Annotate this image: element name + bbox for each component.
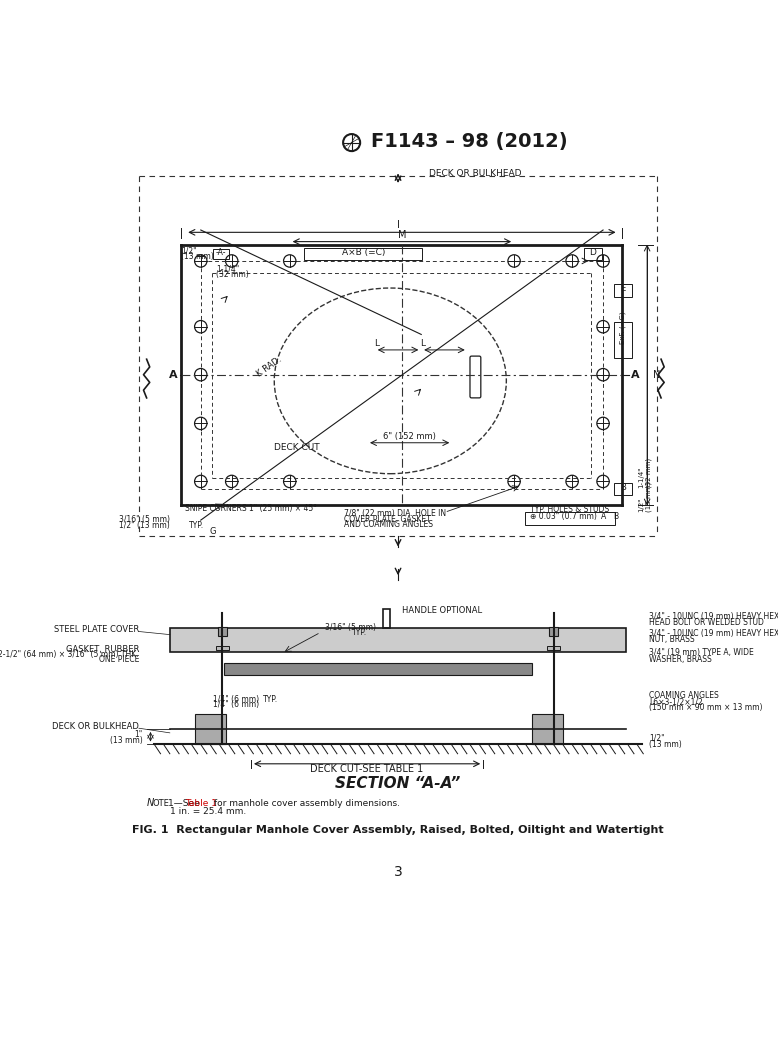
Text: 1/4" (6 mm): 1/4" (6 mm) [212,695,259,704]
Text: M: M [398,230,406,239]
Text: 1/4" (6 mm): 1/4" (6 mm) [212,701,259,709]
Text: B: B [613,512,618,522]
Text: COVER PLATE, GASKET: COVER PLATE, GASKET [344,514,431,524]
Text: 1-1/4": 1-1/4" [638,466,644,488]
Text: (13 mm): (13 mm) [181,252,214,261]
Text: A: A [601,512,606,522]
Text: ExF. (=G): ExF. (=G) [620,311,626,344]
Text: GASKET, RUBBER: GASKET, RUBBER [65,644,139,654]
Text: N: N [654,370,661,380]
Text: TYP.: TYP. [352,628,366,637]
Text: 3/16" (5 mm): 3/16" (5 mm) [324,623,376,632]
Text: 3/16" (5 mm): 3/16" (5 mm) [119,514,170,524]
Text: B: B [620,483,626,492]
Text: G: G [209,527,216,536]
Text: TYP.: TYP. [263,695,278,704]
Text: SECTION “A-A”: SECTION “A-A” [335,776,461,791]
Text: DECK CUT: DECK CUT [275,443,320,453]
Text: D: D [590,248,597,257]
Bar [216,646,229,650]
Text: FIG. 1  Rectangular Manhole Cover Assembly, Raised, Bolted, Oiltight and Waterti: FIG. 1 Rectangular Manhole Cover Assembl… [132,824,664,835]
Text: 1-1/4": 1-1/4" [216,264,240,273]
Bar [194,713,226,744]
Text: (32 mm): (32 mm) [646,458,652,488]
Text: (13 mm): (13 mm) [650,740,682,748]
Text: NUT, BRASS: NUT, BRASS [650,635,695,644]
Text: ⊕ 0.03" (0.7 mm): ⊕ 0.03" (0.7 mm) [530,512,597,522]
Text: Table 1: Table 1 [185,799,217,809]
Text: I: I [397,221,399,230]
Text: A: A [630,370,639,380]
Text: N: N [146,798,154,809]
Text: F1143 – 98 (2012): F1143 – 98 (2012) [371,131,568,151]
Text: 3/4" - 10UNC (19 mm) HEAVY HEX: 3/4" - 10UNC (19 mm) HEAVY HEX [650,612,778,621]
Text: TYP. HOLES & STUDS: TYP. HOLES & STUDS [530,505,608,514]
Text: 3/4" (19 mm) TYPE A, WIDE: 3/4" (19 mm) TYPE A, WIDE [650,649,754,658]
Text: 1 in. = 25.4 mm.: 1 in. = 25.4 mm. [146,807,246,816]
Text: E: E [621,284,626,294]
Text: HEAD BOLT OR WELDED STUD: HEAD BOLT OR WELDED STUD [650,618,764,628]
Bar [549,627,558,636]
Text: (13 mm): (13 mm) [110,736,142,745]
Bar [532,713,562,744]
Text: DECK OR BULKHEAD: DECK OR BULKHEAD [429,169,521,178]
Bar [224,663,532,675]
Text: 1": 1" [135,730,142,739]
Text: A×B (=C): A×B (=C) [342,248,385,257]
Text: OTE: OTE [152,799,169,809]
Text: 2-1/2" (64 mm) × 3/16" (5 mm) THK.: 2-1/2" (64 mm) × 3/16" (5 mm) THK. [0,650,139,659]
Text: WASHER, BRASS: WASHER, BRASS [650,655,712,664]
Text: 6" (152 mm): 6" (152 mm) [384,432,436,441]
Text: (32 mm): (32 mm) [216,271,249,279]
Text: 1/2": 1/2" [650,734,665,742]
Text: (13 mm): (13 mm) [646,482,652,512]
Text: L: L [420,339,426,348]
Bar [548,646,559,650]
Text: 3/4" - 10UNC (19 mm) HEAVY HEX: 3/4" - 10UNC (19 mm) HEAVY HEX [650,629,778,638]
Text: K RAD.: K RAD. [255,355,283,379]
Text: 1/2": 1/2" [638,498,644,512]
Text: 1/2": 1/2" [181,247,197,255]
Text: (150 mm × 90 mm × 13 mm): (150 mm × 90 mm × 13 mm) [650,704,763,712]
Text: COAMING ANGLES: COAMING ANGLES [650,691,719,700]
Text: L6×3-1/2×1/2: L6×3-1/2×1/2 [650,697,703,706]
Text: 1/2" (13 mm): 1/2" (13 mm) [119,520,170,530]
Text: SNIPE CORNERS 1" (25 mm) × 45°: SNIPE CORNERS 1" (25 mm) × 45° [185,504,317,513]
Text: A: A [170,370,178,380]
Bar [383,609,391,629]
Text: AND COAMING ANGLES: AND COAMING ANGLES [344,520,433,529]
Text: DECK CUT-SEE TABLE 1: DECK CUT-SEE TABLE 1 [310,763,424,773]
Bar [170,629,626,652]
Text: STEEL PLATE COVER: STEEL PLATE COVER [54,626,139,634]
Text: TYP.: TYP. [189,520,205,530]
Text: L: L [374,339,379,348]
Text: 1—See: 1—See [168,799,203,809]
Text: DECK OR BULKHEAD: DECK OR BULKHEAD [52,722,139,731]
Text: 7/8" (22 mm) DIA. HOLE IN: 7/8" (22 mm) DIA. HOLE IN [344,509,446,518]
Text: 3: 3 [394,865,402,879]
Text: ONE PIECE: ONE PIECE [99,656,139,664]
Text: for manhole cover assembly dimensions.: for manhole cover assembly dimensions. [211,799,400,809]
Bar [218,627,227,636]
Text: -A-: -A- [216,248,226,257]
Text: HANDLE OPTIONAL: HANDLE OPTIONAL [402,606,482,615]
